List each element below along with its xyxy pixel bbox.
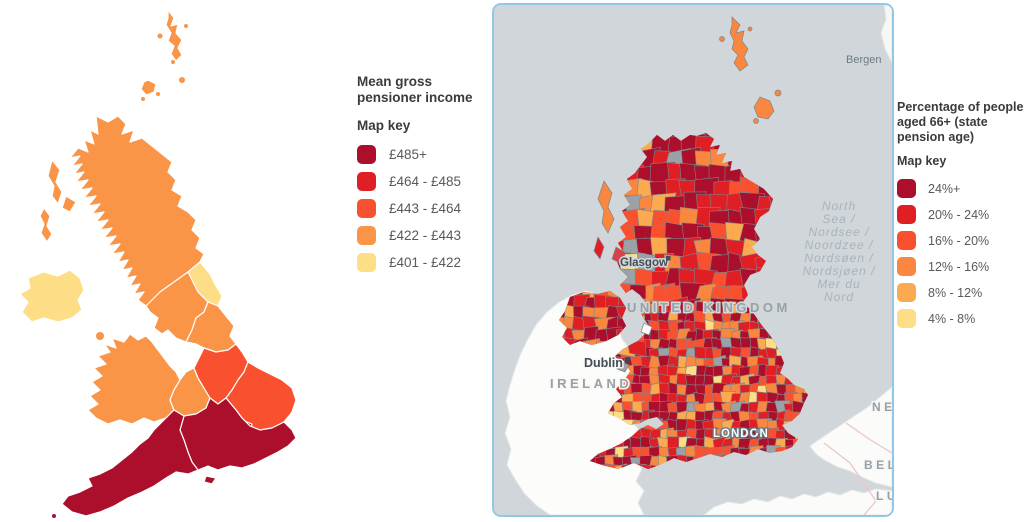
legend-label: £485+ xyxy=(389,146,427,162)
income-legend-title: Mean gross pensioner income xyxy=(357,74,473,106)
scottish-islands xyxy=(593,16,782,373)
income-map xyxy=(19,9,297,518)
legend-label: 4% - 8% xyxy=(928,311,976,326)
legend-swatch xyxy=(357,144,376,164)
glasgow-marker xyxy=(666,256,671,261)
legend-row: 16% - 20% xyxy=(897,231,1024,250)
london-marker xyxy=(756,429,760,433)
legend-swatch xyxy=(897,179,916,198)
age-legend-title: Percentage of people aged 66+ (state pen… xyxy=(897,100,1024,144)
legend-swatch xyxy=(897,231,916,250)
sea-label-line: Nordsøen / xyxy=(804,251,874,265)
legend-label: 20% - 24% xyxy=(928,207,990,222)
income-map-key-label: Map key xyxy=(357,117,411,133)
legend-swatch xyxy=(357,252,376,272)
sea-label-line: Nordsjøen / xyxy=(802,264,876,278)
region-scotland[interactable] xyxy=(39,9,205,307)
sea-label-line: North xyxy=(822,199,856,213)
legend-row: 8% - 12% xyxy=(897,283,1024,302)
london-label: LONDON xyxy=(713,428,769,440)
legend-swatch xyxy=(897,309,916,328)
legend-label: 8% - 12% xyxy=(928,285,983,300)
ireland-label: IRELAND xyxy=(550,376,632,391)
legend-swatch xyxy=(357,198,376,218)
legend-label: 16% - 20% xyxy=(928,233,990,248)
legend-row: 20% - 24% xyxy=(897,205,1024,224)
legend-label: £401 - £422 xyxy=(389,254,462,270)
glasgow-label: Glasgow xyxy=(620,257,668,269)
legend-row: £401 - £422 xyxy=(357,252,495,272)
legend-label: £443 - £464 xyxy=(389,200,462,216)
sea-label-line: Nordsee / xyxy=(808,225,870,239)
sea-label-line: Sea / xyxy=(822,212,856,226)
legend-swatch xyxy=(897,283,916,302)
netherlands-label: NETH xyxy=(872,400,892,414)
legend-row: £422 - £443 xyxy=(357,225,495,245)
france-coast xyxy=(703,488,892,515)
legend-row: £485+ xyxy=(357,144,495,164)
region-south-west[interactable] xyxy=(52,409,199,518)
legend-row: 24%+ xyxy=(897,179,1024,198)
luxembourg-label: LUX xyxy=(876,489,892,503)
age-legend: Percentage of people aged 66+ (state pen… xyxy=(897,100,1024,335)
dublin-marker xyxy=(625,358,630,363)
age-map: North Sea / Nordsee / Noordzee / Nordsøe… xyxy=(494,5,892,515)
sea-label-line: Noordzee / xyxy=(805,238,874,252)
legend-swatch xyxy=(357,225,376,245)
country-border-line xyxy=(845,422,892,454)
legend-row: £443 - £464 xyxy=(357,198,495,218)
legend-swatch xyxy=(357,171,376,191)
legend-row: £464 - £485 xyxy=(357,171,495,191)
legend-swatch xyxy=(897,205,916,224)
legend-label: £422 - £443 xyxy=(389,227,462,243)
country-border-line xyxy=(823,442,877,515)
sea-label-line: Nord xyxy=(824,290,854,304)
age-map-key-label: Map key xyxy=(897,154,947,168)
legend-label: 12% - 16% xyxy=(928,259,990,274)
sea-label-line: Mer du xyxy=(817,277,860,291)
legend-row: 4% - 8% xyxy=(897,309,1024,328)
age-map-frame[interactable]: North Sea / Nordsee / Noordzee / Nordsøe… xyxy=(492,3,894,517)
norway-land xyxy=(880,5,892,64)
legend-label: 24%+ xyxy=(928,181,961,196)
dublin-label: Dublin xyxy=(584,356,623,370)
income-legend: Mean gross pensioner income Map key £485… xyxy=(357,74,495,280)
legend-label: £464 - £485 xyxy=(389,173,462,189)
legend-row: 12% - 16% xyxy=(897,257,1024,276)
belgium-label: BELGI xyxy=(864,458,892,472)
bergen-label: Bergen xyxy=(846,54,881,66)
legend-swatch xyxy=(897,257,916,276)
united-kingdom-label: UNITED KINGDOM xyxy=(627,300,791,315)
region-northern-ireland[interactable] xyxy=(19,269,85,323)
region-wales[interactable] xyxy=(87,332,181,425)
continent-coast xyxy=(809,386,892,488)
